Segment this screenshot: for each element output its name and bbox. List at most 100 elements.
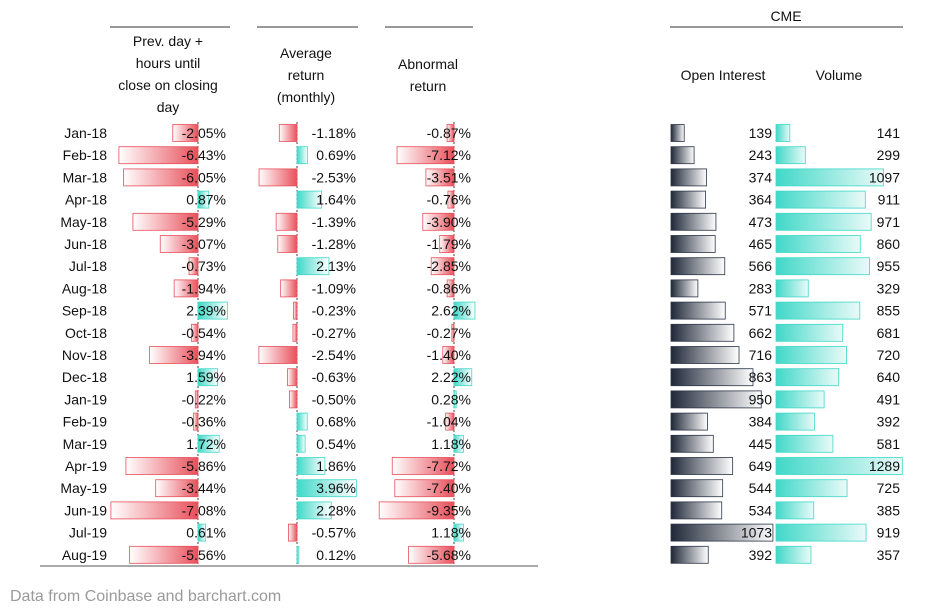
value-label-abn: -9.35% <box>427 502 471 518</box>
header-volume: Volume <box>816 67 863 83</box>
value-label-abn: -0.27% <box>427 325 471 341</box>
bar-abn <box>447 190 455 209</box>
value-label-avg: -0.63% <box>312 369 356 385</box>
bar-abn <box>453 390 457 409</box>
bar-abn <box>396 146 455 165</box>
month-label: Aug-19 <box>62 547 107 563</box>
bar-open-interest <box>670 190 706 209</box>
value-label-open-interest: 716 <box>749 347 773 363</box>
bar-avg <box>278 124 298 142</box>
bar-avg <box>296 479 357 498</box>
bar-abn <box>446 124 455 142</box>
bar-avg <box>296 545 300 564</box>
bar-prev <box>173 279 199 298</box>
value-label-prev: 0.61% <box>186 525 226 541</box>
month-label: Aug-18 <box>62 280 107 296</box>
value-label-abn: -2.85% <box>427 258 471 274</box>
value-label-abn: -0.76% <box>427 192 471 208</box>
value-label-open-interest: 139 <box>749 125 773 141</box>
value-label-open-interest: 534 <box>749 502 773 518</box>
bar-avg <box>287 368 298 387</box>
header-abn-line-2: return <box>410 78 447 94</box>
value-label-avg: -0.50% <box>312 391 356 407</box>
value-label-avg: -1.09% <box>312 280 356 296</box>
value-label-avg: 2.13% <box>316 258 356 274</box>
bar-prev <box>197 301 228 320</box>
bar-open-interest <box>670 323 735 342</box>
bar-open-interest <box>670 479 724 498</box>
bar-open-interest <box>670 412 708 431</box>
value-label-volume: 955 <box>877 258 901 274</box>
value-label-volume: 491 <box>877 391 901 407</box>
value-label-volume: 385 <box>877 502 901 518</box>
value-label-prev: -1.94% <box>182 280 226 296</box>
bar-prev <box>110 501 199 520</box>
value-label-abn: -7.72% <box>427 458 471 474</box>
value-label-abn: 1.18% <box>431 436 471 452</box>
bar-prev <box>190 323 199 342</box>
source-footnote: Data from Coinbase and barchart.com <box>10 588 282 605</box>
bar-abn <box>453 301 476 320</box>
value-label-prev: -2.05% <box>182 125 226 141</box>
month-label: Jul-19 <box>69 525 107 541</box>
month-label: Apr-18 <box>65 192 107 208</box>
value-label-volume: 1097 <box>869 169 900 185</box>
value-label-avg: 2.28% <box>316 502 356 518</box>
value-label-prev: -0.73% <box>182 258 226 274</box>
bar-prev <box>193 412 199 431</box>
header-prev-line-2: hours until <box>136 55 201 71</box>
value-label-open-interest: 1073 <box>741 525 772 541</box>
bar-abn <box>422 212 455 231</box>
table-row: Mar-19 1.72% 0.54% 1.18% 445 581 <box>63 434 900 453</box>
bar-prev <box>197 523 206 542</box>
value-label-avg: -0.23% <box>312 303 356 319</box>
value-label-avg: -0.27% <box>312 325 356 341</box>
bar-avg <box>288 523 298 542</box>
table-row: Jan-18 -2.05% -1.18% -0.87% 139 141 <box>64 124 900 142</box>
bar-prev <box>149 346 199 364</box>
bar-avg <box>296 257 330 276</box>
bar-open-interest <box>670 390 762 409</box>
bar-volume <box>775 323 844 342</box>
value-label-abn: 2.62% <box>431 303 471 319</box>
value-label-avg: -0.57% <box>312 525 356 541</box>
header-cme-title: CME <box>770 8 801 24</box>
month-label: May-18 <box>60 214 107 230</box>
table-rows: Jan-18 -2.05% -1.18% -0.87% 139 141 Feb-18 -6.4… <box>60 124 903 564</box>
bar-volume <box>775 346 847 364</box>
table-row: May-18 -5.29% -1.39% -3.90% 473 971 <box>60 212 901 231</box>
bar-open-interest <box>670 168 707 187</box>
header-prev-line-4: day <box>157 99 180 115</box>
header-open-interest: Open Interest <box>681 67 766 83</box>
value-label-prev: -6.05% <box>182 169 226 185</box>
value-label-avg: -2.53% <box>312 169 356 185</box>
bar-avg <box>292 323 298 342</box>
bar-avg <box>296 434 306 453</box>
value-label-open-interest: 544 <box>749 480 773 496</box>
value-label-avg: 0.69% <box>316 147 356 163</box>
value-label-prev: 0.87% <box>186 192 226 208</box>
header-prev-line-1: Prev. day + <box>133 33 203 49</box>
bar-prev <box>118 146 199 165</box>
bar-avg <box>258 168 298 187</box>
value-label-volume: 1289 <box>869 458 900 474</box>
bar-volume <box>775 434 834 453</box>
bar-prev <box>129 545 199 564</box>
value-label-open-interest: 374 <box>749 169 773 185</box>
bar-prev <box>125 457 199 475</box>
bar-abn <box>446 279 455 298</box>
bar-prev <box>194 390 199 409</box>
value-label-open-interest: 243 <box>749 147 773 163</box>
value-label-volume: 357 <box>877 547 901 563</box>
bar-open-interest <box>670 235 716 253</box>
bar-abn <box>391 457 455 475</box>
bar-abn <box>453 434 464 453</box>
bar-prev <box>188 257 199 276</box>
bar-volume <box>775 457 903 475</box>
month-label: Jun-19 <box>64 502 107 518</box>
table-row: Jan-19 -0.22% -0.50% 0.28% 950 491 <box>64 390 901 409</box>
month-label: Jan-19 <box>64 391 107 407</box>
value-label-avg: -1.28% <box>312 236 356 252</box>
value-label-volume: 971 <box>877 214 901 230</box>
value-label-prev: -5.29% <box>182 214 226 230</box>
